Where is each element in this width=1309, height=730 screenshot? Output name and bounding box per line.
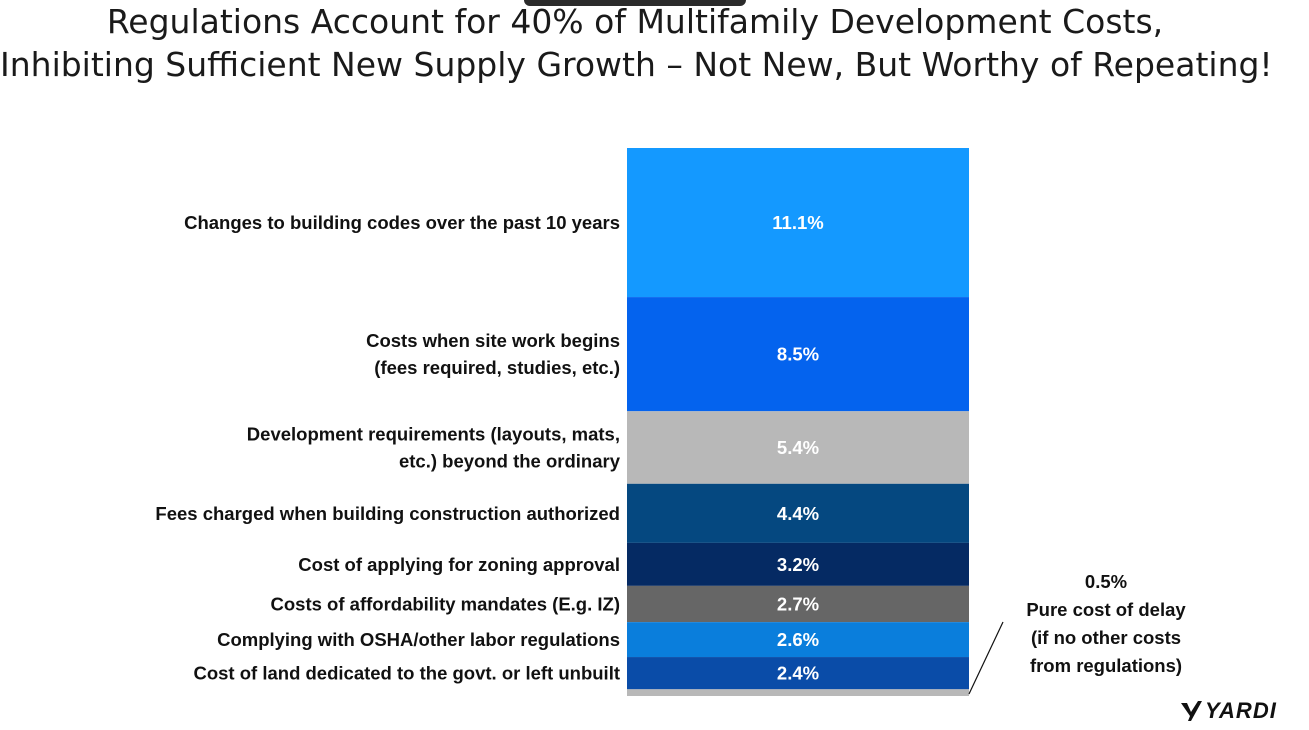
window-tab-handle: [524, 0, 746, 6]
bar-segment-6: [627, 585, 969, 623]
callout-line-2: (if no other costs: [1030, 627, 1182, 648]
callout-line-3: from regulations): [1029, 655, 1183, 676]
bar-segment-1: [627, 148, 969, 298]
callout-leader-line: [968, 621, 1004, 695]
callout-value: 0.5%: [1084, 571, 1128, 592]
bar-segment-2: [627, 297, 969, 412]
category-label-2-line-1: Costs when site work begins: [366, 330, 620, 351]
data-label-3: 5.4%: [777, 437, 819, 458]
title-line-1: Regulations Account for 40% of Multifami…: [106, 2, 1164, 41]
bar-segment-4: [627, 483, 969, 543]
bar-segment-5: [627, 542, 969, 586]
data-label-6: 2.7%: [777, 593, 819, 614]
yardi-logo: YARDI: [1180, 698, 1277, 724]
category-label-4: Fees charged when building construction …: [155, 503, 620, 524]
bar-segment-3: [627, 411, 969, 484]
data-label-5: 3.2%: [777, 554, 819, 575]
title-line-2: Inhibiting Sufficient New Supply Growth …: [0, 45, 1273, 84]
category-label-1: Changes to building codes over the past …: [184, 212, 620, 233]
bar-segment-7: [627, 622, 969, 658]
category-label-8: Cost of land dedicated to the govt. or l…: [193, 663, 620, 684]
chart-title: Regulations Account for 40% of Multifami…: [0, 0, 1273, 86]
bar-segment-9: [627, 689, 969, 696]
category-label-3-line-2: etc.) beyond the ordinary: [399, 451, 621, 472]
data-label-7: 2.6%: [777, 629, 819, 650]
category-label-2-line-2: (fees required, studies, etc.): [374, 357, 620, 378]
category-label-3-line-1: Development requirements (layouts, mats,: [247, 424, 620, 445]
data-label-2: 8.5%: [777, 344, 819, 365]
category-label-6: Costs of affordability mandates (E.g. IZ…: [271, 593, 620, 614]
data-label-1: 11.1%: [772, 212, 823, 233]
yardi-logo-icon: [1181, 701, 1202, 721]
bar-segment-8: [627, 657, 969, 690]
category-label-5: Cost of applying for zoning approval: [298, 554, 620, 575]
callout-line-1: Pure cost of delay: [1026, 599, 1186, 620]
delay-callout: 0.5% Pure cost of delay (if no other cos…: [1006, 568, 1206, 680]
data-label-4: 4.4%: [777, 503, 819, 524]
yardi-wordmark: YARDI: [1205, 698, 1277, 723]
category-label-7: Complying with OSHA/other labor regulati…: [217, 629, 620, 650]
data-label-8: 2.4%: [777, 663, 819, 684]
